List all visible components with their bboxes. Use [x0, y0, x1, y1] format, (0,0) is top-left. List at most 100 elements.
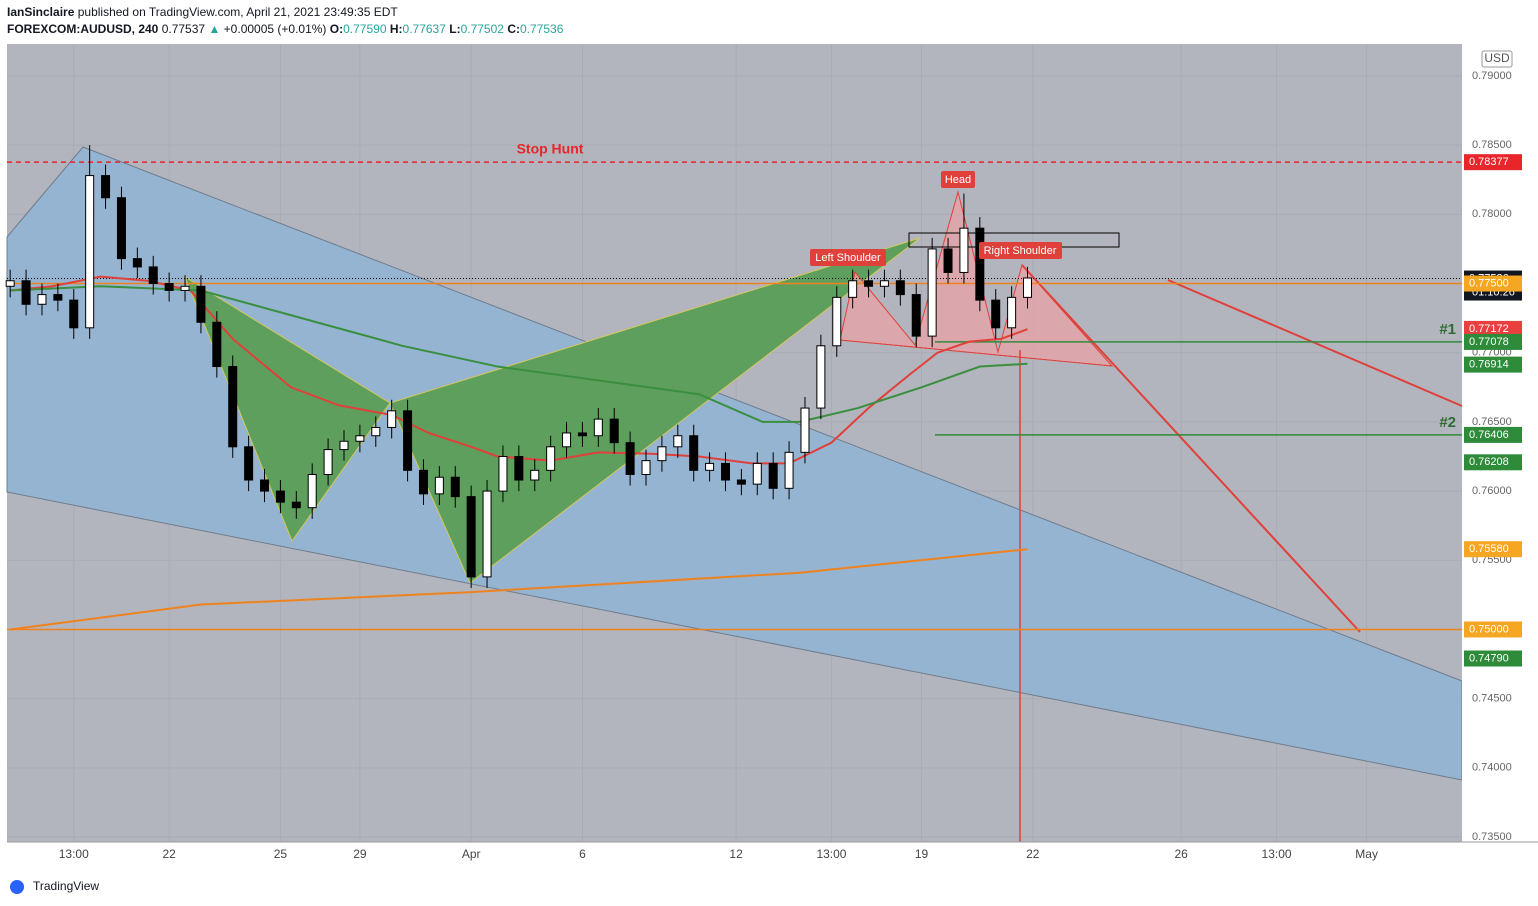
price-tag [1464, 320, 1522, 337]
price-tag [1464, 356, 1522, 373]
y-tick-label: 0.78000 [1472, 208, 1512, 220]
x-tick-label: 25 [274, 847, 288, 861]
price-tag-label: 0.74790 [1469, 652, 1509, 664]
candle-body [85, 175, 95, 329]
logo [10, 880, 24, 894]
candle-body [339, 440, 349, 451]
trend-line [1167, 279, 1463, 407]
price-tag-label: 0.75580 [1469, 543, 1509, 555]
candle-body [832, 296, 842, 347]
stop-hunt: Stop Hunt [517, 141, 584, 157]
x-tick-label: 22 [1026, 847, 1040, 861]
y-tick-label: 0.78500 [1472, 139, 1512, 151]
candle-body [1007, 296, 1017, 329]
candle-body [371, 426, 381, 437]
price-tag-label: 0.76208 [1469, 456, 1509, 468]
currency: USD [1484, 51, 1510, 65]
price-tag [1464, 275, 1522, 292]
candle-body [927, 248, 937, 337]
l-label: L: [449, 22, 461, 36]
candle-body [625, 442, 635, 475]
x-tick-label: 12 [729, 847, 743, 861]
candle-body [53, 294, 63, 301]
x-tick-label: 22 [162, 847, 176, 861]
candle-body [736, 479, 746, 485]
candle-body [720, 462, 730, 481]
candle-body [5, 280, 15, 287]
price-tag-label: 0.78377 [1469, 156, 1509, 168]
candle-body [498, 455, 508, 492]
x-tick-label: 29 [353, 847, 367, 861]
y-tick-label: 0.74000 [1472, 762, 1512, 774]
candle-body [387, 410, 397, 428]
x-tick-label: 13:00 [1262, 847, 1292, 861]
candle-body [848, 280, 858, 298]
candle-body [816, 345, 826, 409]
x-tick-label: May [1355, 847, 1378, 861]
ls-label: Left Shoulder [815, 252, 881, 264]
candle-body [69, 299, 79, 329]
candle-body [212, 321, 222, 368]
brand: TradingView [33, 879, 99, 893]
arrow: ▲ [208, 22, 221, 36]
c-label: C: [507, 22, 520, 36]
neckline [839, 339, 1113, 367]
candle-body [275, 490, 285, 503]
l: 0.77502 [460, 22, 504, 36]
candle-body [418, 469, 428, 495]
candle-body [800, 407, 810, 453]
x-tick-label: 13:00 [59, 847, 89, 861]
rs-label: Right Shoulder [984, 245, 1057, 257]
price-tag [1464, 454, 1522, 471]
candle-body [975, 227, 985, 301]
candle-body [228, 366, 238, 448]
y-tick-label: 0.76000 [1472, 485, 1512, 497]
candle-body [673, 435, 683, 448]
price-tag [1464, 650, 1522, 667]
change: +0.00005 (+0.01%) [223, 22, 327, 36]
candle-body [911, 294, 921, 337]
candle-body [466, 496, 476, 578]
candle-body [943, 248, 953, 273]
candle-body [752, 462, 762, 485]
symbol: FOREXCOM:AUDUSD, 240 [7, 22, 159, 36]
candle-body [879, 280, 889, 287]
price-tag [1464, 154, 1522, 171]
published: published on TradingView.com, April 21, … [77, 5, 398, 19]
h-label: H: [389, 22, 403, 36]
symbol-line: FOREXCOM:AUDUSD, 240 0.77537 ▲ +0.00005 … [7, 22, 563, 36]
candle-body [116, 197, 126, 260]
candle-body [21, 280, 31, 305]
candle-body [164, 283, 174, 291]
head-label: Head [945, 174, 971, 186]
publisher: IanSinclaire [7, 5, 75, 19]
candle-body [260, 479, 270, 492]
candle-body [991, 299, 1001, 329]
candle-body [403, 410, 413, 471]
candle-body [291, 501, 301, 509]
candle-body [196, 285, 206, 323]
o: 0.77590 [343, 22, 387, 36]
head-box [941, 171, 975, 188]
header-line: IanSinclaire published on TradingView.co… [7, 5, 398, 19]
candle-body [307, 473, 317, 509]
target-2: #2 [1439, 414, 1456, 431]
projection [1021, 264, 1361, 633]
candle-body [609, 418, 619, 444]
candle-body [482, 490, 492, 578]
currency-box [1481, 50, 1513, 68]
candle-body [768, 462, 778, 489]
rs-box [979, 242, 1062, 259]
price-tag-label: 0.77172 [1469, 323, 1509, 335]
x-tick-label: 13:00 [816, 847, 846, 861]
candle-body [132, 258, 142, 268]
candle-body [895, 280, 905, 296]
price-axis [1462, 44, 1538, 842]
candle-body [530, 469, 540, 481]
candle-body [959, 227, 969, 273]
last: 0.77537 [161, 22, 206, 36]
candle-body [657, 446, 667, 462]
price-tag [1464, 621, 1522, 638]
y-tick-label: 0.74500 [1472, 693, 1512, 705]
